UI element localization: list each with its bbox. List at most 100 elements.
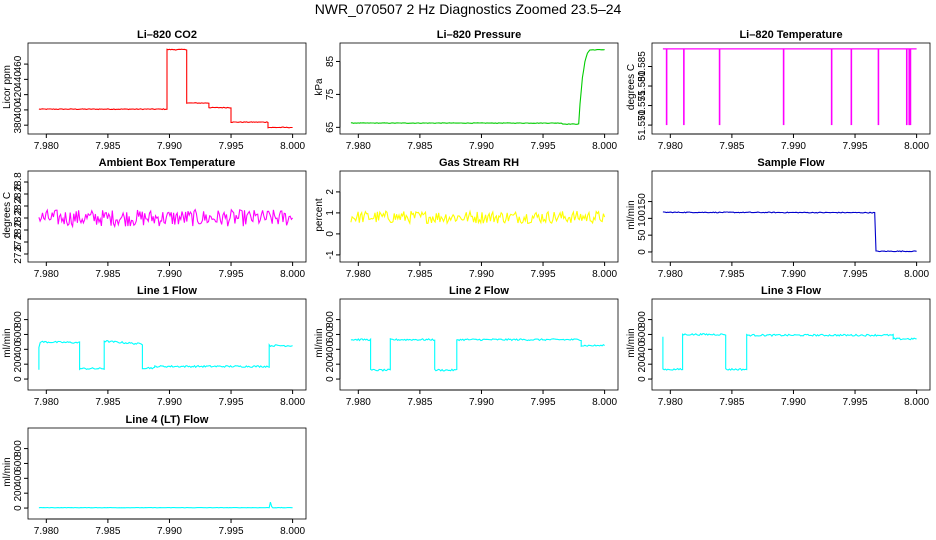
plot-border <box>27 427 307 520</box>
x-tick-label: 7.980 <box>658 397 683 408</box>
x-tick-label: 7.995 <box>531 397 556 408</box>
y-axis-label: ml/min <box>626 200 637 229</box>
y-tick-label: 51.570 <box>637 109 648 140</box>
y-axis-label: degrees C <box>2 192 13 238</box>
plot-border <box>339 298 619 391</box>
x-tick-label: 7.990 <box>781 141 806 152</box>
x-tick-label: 7.990 <box>469 141 494 152</box>
x-tick-label: 7.980 <box>346 397 371 408</box>
y-tick-label: 0 <box>637 376 648 382</box>
y-tick-label: 27.8 <box>13 232 24 252</box>
y-tick-label: 28.0 <box>13 220 24 240</box>
y-tick-label: 400 <box>13 101 24 118</box>
data-series <box>38 208 294 229</box>
y-tick-label: 800 <box>13 311 24 328</box>
y-axis-label: ml/min <box>314 328 325 357</box>
data-series <box>350 209 606 226</box>
x-tick-label: 7.980 <box>34 141 59 152</box>
x-tick-label: 8.000 <box>592 397 617 408</box>
data-series <box>662 211 917 253</box>
y-tick-label: 800 <box>325 311 336 328</box>
y-tick-label: 440 <box>13 71 24 88</box>
plot-border <box>27 42 307 135</box>
y-tick-label: 28.2 <box>13 208 24 228</box>
x-tick-label: 7.980 <box>34 269 59 280</box>
y-tick-label: 28.8 <box>13 172 24 192</box>
y-tick-label: 400 <box>637 341 648 358</box>
x-tick-label: 7.980 <box>658 269 683 280</box>
x-tick-label: 7.980 <box>658 141 683 152</box>
plot-border <box>651 298 931 391</box>
x-tick-label: 7.995 <box>531 269 556 280</box>
x-tick-label: 8.000 <box>592 269 617 280</box>
x-tick-label: 8.000 <box>904 141 929 152</box>
x-tick-label: 7.995 <box>219 269 244 280</box>
panel-title: Line 4 (LT) Flow <box>126 414 209 426</box>
panel-title: Line 1 Flow <box>137 285 197 297</box>
y-tick-label: 0 <box>13 376 24 382</box>
x-tick-label: 7.980 <box>34 397 59 408</box>
panel-6: Sample Flow ml/min 7.980 7.985 7.990 7.995 8.0… <box>626 157 931 280</box>
x-tick-label: 8.000 <box>904 397 929 408</box>
y-tick-label: 0 <box>325 376 336 382</box>
y-tick-label: 800 <box>13 440 24 457</box>
x-tick-label: 7.995 <box>843 269 868 280</box>
data-series <box>38 340 293 371</box>
x-tick-label: 7.990 <box>157 526 182 537</box>
panel-7: Line 1 Flow ml/min 7.980 7.985 7.990 7.995 8.0… <box>2 285 307 408</box>
panel-9: Line 3 Flow ml/min 7.980 7.985 7.990 7.995 8.0… <box>626 285 931 408</box>
y-tick-label: 200 <box>325 355 336 372</box>
y-axis-label: kPa <box>314 78 325 96</box>
data-series <box>350 48 605 125</box>
x-tick-label: 7.985 <box>719 269 744 280</box>
y-tick-label: 600 <box>13 455 24 472</box>
x-tick-label: 7.985 <box>95 141 120 152</box>
y-tick-label: 600 <box>13 326 24 343</box>
y-tick-label: 75 <box>325 88 336 100</box>
panel-1: Li–820 CO2 Licor ppm 7.980 7.985 7.990 7.995 8… <box>2 29 307 152</box>
y-axis-label: ml/min <box>626 328 637 357</box>
x-tick-label: 7.980 <box>346 141 371 152</box>
x-tick-label: 7.995 <box>843 397 868 408</box>
x-tick-label: 7.985 <box>95 397 120 408</box>
figure-title: NWR_070507 2 Hz Diagnostics Zoomed 23.5–… <box>314 1 622 17</box>
x-tick-label: 8.000 <box>280 397 305 408</box>
y-tick-label: 28.6 <box>13 184 24 204</box>
y-tick-label: 51.575 <box>637 90 648 121</box>
x-tick-label: 7.985 <box>407 141 432 152</box>
plot-border <box>339 42 619 135</box>
y-axis-label: percent <box>314 198 325 232</box>
y-tick-label: 0 <box>13 505 24 511</box>
panel-title: Gas Stream RH <box>439 157 519 169</box>
y-axis-label: ml/min <box>2 328 13 357</box>
x-tick-label: 7.995 <box>219 526 244 537</box>
y-tick-label: 200 <box>13 484 24 501</box>
x-tick-label: 8.000 <box>280 526 305 537</box>
x-tick-label: 7.985 <box>95 526 120 537</box>
x-tick-label: 7.985 <box>95 269 120 280</box>
y-tick-label: 600 <box>325 326 336 343</box>
plot-border <box>651 170 931 263</box>
x-tick-label: 7.995 <box>219 141 244 152</box>
y-tick-label: 28.4 <box>13 196 24 216</box>
panel-4: Ambient Box Temperature degrees C 7.980 7.9… <box>2 157 307 280</box>
x-tick-label: 7.980 <box>346 269 371 280</box>
plot-border <box>651 42 931 135</box>
data-series <box>38 501 293 509</box>
x-tick-label: 7.990 <box>781 397 806 408</box>
plot-border <box>339 170 619 263</box>
y-tick-label: 400 <box>325 341 336 358</box>
y-tick-label: 420 <box>13 86 24 103</box>
panel-10: Line 4 (LT) Flow ml/min 7.980 7.985 7.990 7.9… <box>2 414 307 537</box>
panel-3: Li–820 Temperature degrees C 7.980 7.985 7.9… <box>626 29 931 152</box>
panel-2: Li–820 Pressure kPa 7.980 7.985 7.990 7.995 8.… <box>314 29 619 152</box>
y-tick-label: 0 <box>637 249 648 255</box>
x-tick-label: 8.000 <box>280 269 305 280</box>
plot-border <box>27 170 307 263</box>
x-tick-label: 7.990 <box>157 269 182 280</box>
x-tick-label: 8.000 <box>592 141 617 152</box>
y-tick-label: 800 <box>637 311 648 328</box>
x-tick-label: 7.985 <box>407 269 432 280</box>
x-tick-label: 7.995 <box>531 141 556 152</box>
x-tick-label: 7.985 <box>719 141 744 152</box>
